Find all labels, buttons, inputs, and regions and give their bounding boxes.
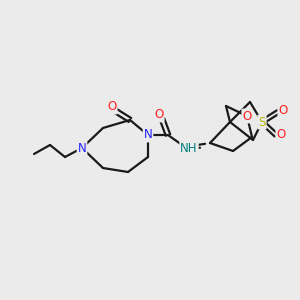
Text: N: N — [78, 142, 86, 154]
Text: N: N — [144, 128, 152, 142]
Text: O: O — [276, 128, 286, 142]
Text: O: O — [154, 109, 164, 122]
Text: O: O — [242, 110, 252, 122]
Text: NH: NH — [180, 142, 198, 154]
Text: S: S — [258, 116, 266, 128]
Text: O: O — [107, 100, 117, 113]
Text: O: O — [278, 104, 288, 118]
